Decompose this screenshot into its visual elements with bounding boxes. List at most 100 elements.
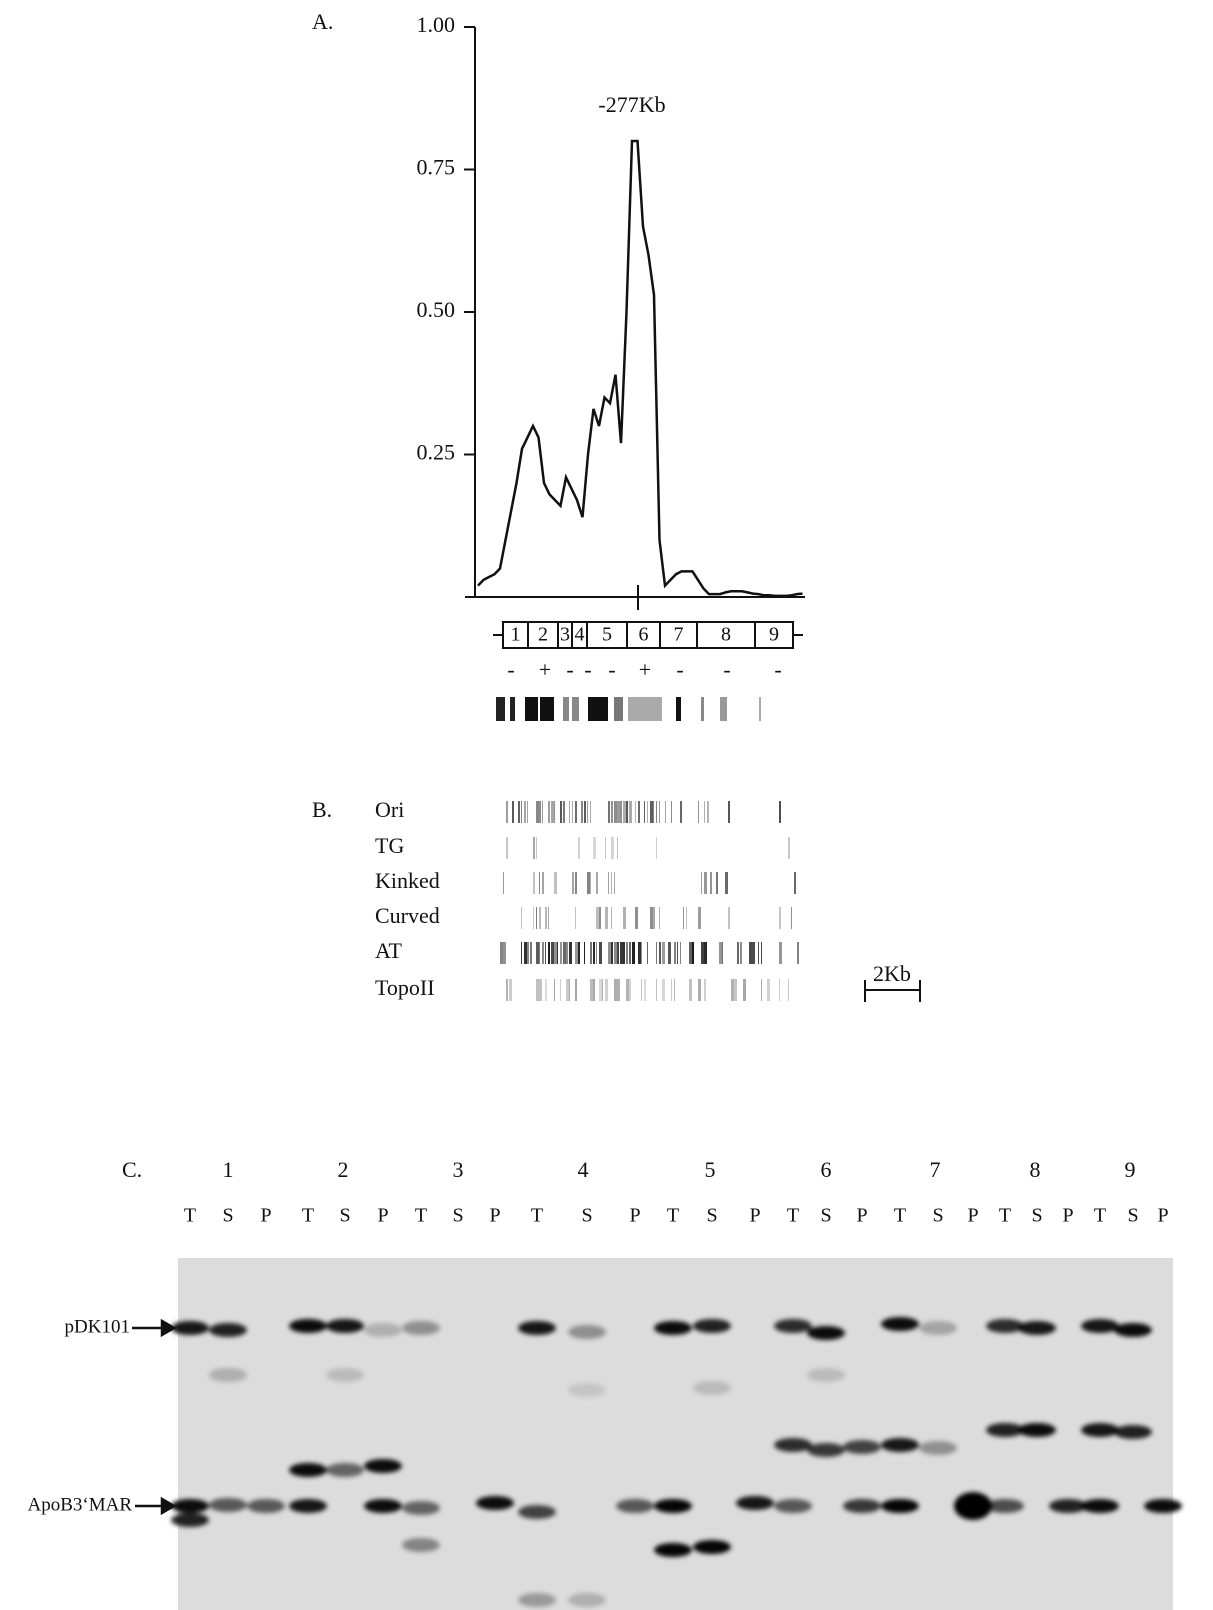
track-tick xyxy=(788,979,789,1001)
fraction-label: S xyxy=(1031,1205,1042,1227)
track-tick xyxy=(524,801,526,823)
track-tick xyxy=(728,801,730,823)
track-tick xyxy=(551,942,554,964)
track-tick xyxy=(569,801,570,823)
gel-band xyxy=(986,1499,1024,1513)
lane-number: 1 xyxy=(223,1157,234,1182)
track-tick xyxy=(779,942,782,964)
annotation: -277Kb xyxy=(598,92,665,117)
fraction-label: T xyxy=(302,1205,314,1227)
y-tick-label: 1.00 xyxy=(417,12,456,37)
gel-band xyxy=(209,1368,247,1382)
gel-band xyxy=(476,1496,514,1510)
fragment-label: 8 xyxy=(721,624,731,646)
track-tick xyxy=(692,942,694,964)
gel-band xyxy=(518,1505,556,1519)
fraction-label: P xyxy=(749,1205,760,1227)
fraction-label: S xyxy=(706,1205,717,1227)
fragment-label: 1 xyxy=(511,624,521,646)
figure: A. -277Kb 1-2+3-4-5-6+7-8-9- B. OriTGKin… xyxy=(0,0,1213,1610)
gel-band xyxy=(693,1540,731,1554)
gel-band xyxy=(774,1499,812,1513)
track-tick xyxy=(743,979,746,1001)
track-tick xyxy=(734,979,737,1001)
fraction-label: T xyxy=(184,1205,196,1227)
gel-band xyxy=(881,1499,919,1513)
track-tick xyxy=(560,942,562,964)
track-tick xyxy=(575,942,578,964)
track-tick xyxy=(758,942,759,964)
track-tick xyxy=(701,942,704,964)
fraction-label: P xyxy=(1157,1205,1168,1227)
track-tick xyxy=(647,801,648,823)
gel-band xyxy=(843,1499,881,1513)
track-tick xyxy=(521,942,522,964)
gel-band xyxy=(289,1463,327,1477)
fraction-label: P xyxy=(856,1205,867,1227)
track-tick xyxy=(641,942,642,964)
track-label: AT xyxy=(375,938,402,963)
track-tick xyxy=(527,942,529,964)
track-tick xyxy=(698,801,699,823)
track-tick xyxy=(752,942,755,964)
mar-sign: - xyxy=(608,657,615,682)
track-tick xyxy=(536,801,539,823)
track-tick xyxy=(656,979,657,1001)
track-tick xyxy=(686,907,687,929)
track-tick xyxy=(614,979,617,1001)
track-tick xyxy=(779,979,780,1001)
track-tick xyxy=(635,907,638,929)
track-tick xyxy=(536,907,537,929)
gel-band xyxy=(326,1368,364,1382)
gel-band xyxy=(568,1593,606,1607)
track-tick xyxy=(554,979,555,1001)
track-tick xyxy=(683,907,684,929)
y-tick-label: 0.25 xyxy=(417,440,456,465)
fraction-label: S xyxy=(452,1205,463,1227)
track-tick xyxy=(536,942,539,964)
fragment-label: 4 xyxy=(575,624,585,646)
gel-band xyxy=(1081,1499,1119,1513)
fraction-label: P xyxy=(260,1205,271,1227)
track-tick xyxy=(680,801,682,823)
track-tick xyxy=(614,872,615,894)
fraction-label: S xyxy=(222,1205,233,1227)
gel-band xyxy=(247,1499,285,1513)
track-tick xyxy=(533,907,534,929)
gel-band xyxy=(402,1538,440,1552)
panel-label: B. xyxy=(312,797,332,822)
lane-number: 5 xyxy=(705,1157,716,1182)
gel-band xyxy=(209,1498,247,1512)
track-tick xyxy=(668,942,671,964)
track-tick xyxy=(509,979,512,1001)
track-tick xyxy=(638,942,641,964)
track-tick xyxy=(554,942,557,964)
track-tick xyxy=(548,942,550,964)
track-tick xyxy=(530,942,532,964)
mar-sign: - xyxy=(507,657,514,682)
gel-band xyxy=(1018,1423,1056,1437)
track-tick xyxy=(566,979,569,1001)
fraction-label: T xyxy=(787,1205,799,1227)
track-tick xyxy=(521,907,522,929)
gel-band xyxy=(881,1438,919,1452)
track-tick xyxy=(506,979,508,1001)
track-tick xyxy=(536,837,537,859)
track-tick xyxy=(593,837,596,859)
track-tick xyxy=(788,837,790,859)
track-tick xyxy=(665,801,666,823)
gel-band xyxy=(518,1593,556,1607)
lane-number: 8 xyxy=(1030,1157,1041,1182)
track-tick xyxy=(611,942,613,964)
fraction-label: S xyxy=(1127,1205,1138,1227)
track-tick xyxy=(617,942,619,964)
track-tick xyxy=(749,942,752,964)
track-tick xyxy=(671,979,672,1001)
track-tick xyxy=(728,907,730,929)
track-tick xyxy=(608,872,609,894)
track-label: Ori xyxy=(375,797,404,822)
track-tick xyxy=(767,979,770,1001)
track-tick xyxy=(701,872,702,894)
fragment-label: 6 xyxy=(639,624,649,646)
track-tick xyxy=(587,801,588,823)
